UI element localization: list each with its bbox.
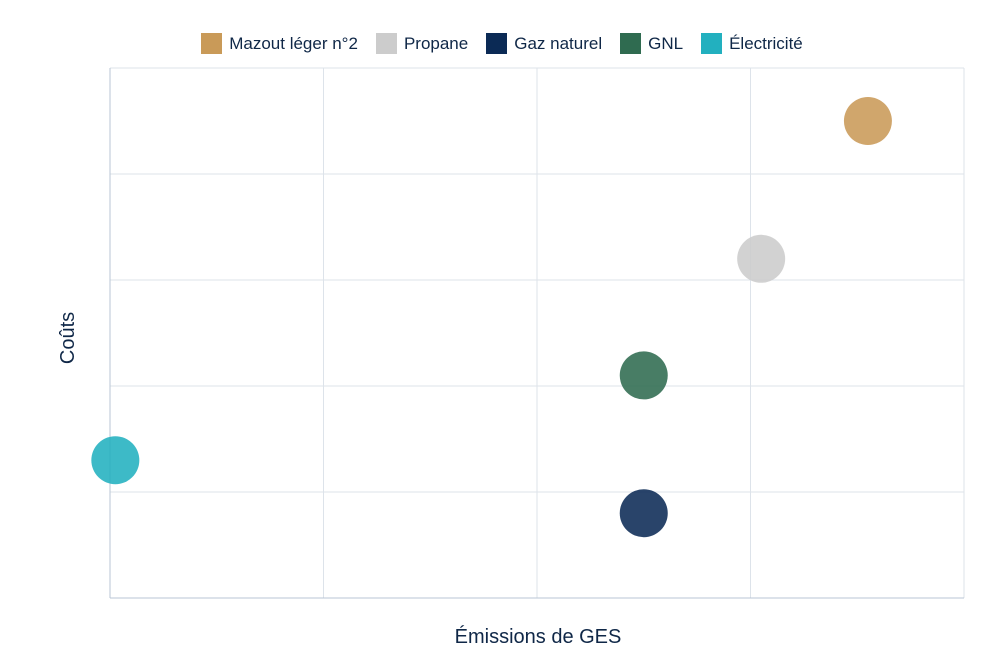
y-axis-label: Coûts [57,312,79,364]
legend-item: Gaz naturel [486,33,602,54]
grid [110,67,965,598]
data-point [619,351,668,400]
legend: Mazout léger n°2 Propane Gaz naturel GNL Éle… [0,33,1004,54]
data-point [843,97,892,145]
legend-label: Gaz naturel [514,33,603,53]
legend-swatch [701,33,723,54]
legend-item: GNL [620,33,683,54]
x-axis-label: Émissions de GES [455,625,622,648]
data-point [737,234,786,283]
legend-swatch [620,33,642,54]
data-point [619,489,668,538]
legend-swatch [201,33,223,54]
legend-item: Mazout léger n°2 [201,33,358,54]
legend-swatch [486,33,508,54]
axes [109,68,964,599]
legend-label: Mazout léger n°2 [229,33,358,53]
legend-swatch [375,33,397,54]
legend-label: GNL [648,33,684,53]
legend-item: Propane [375,33,469,54]
legend-label: Propane [403,33,469,53]
data-point [91,436,140,485]
data-points [91,97,892,538]
legend-item: Électricité [701,33,803,54]
legend-label: Électricité [729,33,803,53]
